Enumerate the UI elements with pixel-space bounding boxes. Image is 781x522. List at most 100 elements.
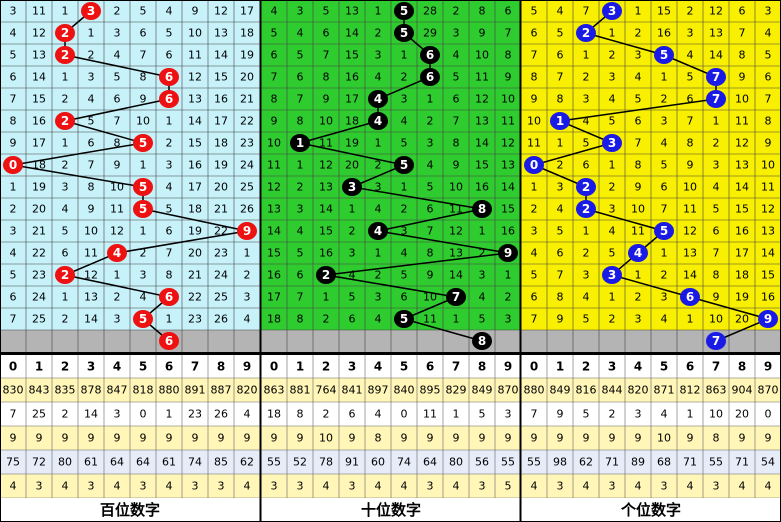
stat-value: 2: [62, 408, 69, 421]
ball-digit: 6: [165, 92, 173, 106]
omission-count: 1: [10, 181, 17, 194]
omission-count: 3: [635, 49, 642, 62]
omission-count: 5: [114, 71, 121, 84]
stat-value: 4: [583, 480, 590, 493]
omission-count: 8: [505, 49, 512, 62]
omission-count: 13: [84, 291, 98, 304]
ball-digit: 0: [9, 158, 17, 172]
stat-value: 895: [420, 384, 441, 397]
stat-value: 9: [297, 432, 304, 445]
omission-count: 2: [401, 71, 408, 84]
ball: [133, 178, 153, 196]
omission-count: 6: [687, 93, 694, 106]
stat-value: 4: [244, 480, 251, 493]
omission-count: 22: [188, 291, 202, 304]
stat-value: 4: [765, 480, 772, 493]
omission-count: 1: [609, 159, 616, 172]
stat-value: 9: [453, 432, 460, 445]
omission-count: 5: [10, 49, 17, 62]
stat-value: 3: [713, 480, 720, 493]
ball: [107, 244, 127, 262]
ball-digit: 4: [374, 114, 382, 128]
omission-count: 8: [114, 137, 121, 150]
digit-header: 5: [400, 360, 408, 374]
stat-value: 820: [628, 384, 649, 397]
omission-count: 12: [188, 71, 202, 84]
omission-count: 8: [687, 137, 694, 150]
omission-count: 7: [661, 203, 668, 216]
stat-value: 80: [449, 456, 463, 469]
omission-count: 24: [32, 291, 46, 304]
omission-count: 5: [531, 269, 538, 282]
omission-count: 21: [32, 225, 46, 238]
omission-count: 14: [709, 49, 723, 62]
stat-value: 849: [550, 384, 571, 397]
ball-digit: 3: [608, 4, 616, 18]
omission-count: 9: [635, 181, 642, 194]
stat-value: 62: [579, 456, 593, 469]
digit-header: 9: [504, 360, 512, 374]
stat-value: 3: [36, 480, 43, 493]
omission-count: 16: [32, 115, 46, 128]
omission-count: 10: [527, 115, 541, 128]
digit-header: 6: [165, 360, 173, 374]
omission-count: 14: [267, 225, 281, 238]
omission-count: 3: [375, 181, 382, 194]
stat-value: 74: [188, 456, 202, 469]
omission-count: 6: [739, 5, 746, 18]
omission-count: 5: [557, 27, 564, 40]
stat-value: 0: [140, 408, 147, 421]
omission-count: 12: [735, 137, 749, 150]
stat-value: 9: [427, 432, 434, 445]
omission-count: 8: [88, 181, 95, 194]
omission-count: 16: [761, 291, 775, 304]
omission-count: 23: [188, 313, 202, 326]
omission-count: 12: [475, 93, 489, 106]
omission-count: 16: [214, 93, 228, 106]
omission-count: 4: [349, 269, 356, 282]
omission-count: 20: [345, 159, 359, 172]
omission-count: 8: [166, 269, 173, 282]
omission-count: 1: [583, 49, 590, 62]
omission-count: 15: [32, 93, 46, 106]
omission-count: 1: [323, 291, 330, 304]
omission-count: 5: [427, 181, 434, 194]
omission-count: 6: [635, 115, 642, 128]
omission-count: 23: [32, 269, 46, 282]
stat-value: 9: [583, 432, 590, 445]
ball: [394, 2, 414, 20]
omission-count: 4: [661, 137, 668, 150]
omission-count: 18: [345, 115, 359, 128]
ball-digit: 6: [686, 290, 694, 304]
stat-value: 20: [735, 408, 749, 421]
stat-value: 4: [687, 480, 694, 493]
omission-count: 17: [735, 247, 749, 260]
stat-value: 9: [557, 408, 564, 421]
omission-count: 2: [140, 247, 147, 260]
ball-digit: 3: [608, 268, 616, 282]
stat-value: 9: [687, 432, 694, 445]
omission-count: 1: [661, 247, 668, 260]
omission-count: 4: [609, 225, 616, 238]
ball: [237, 222, 257, 240]
omission-count: 14: [475, 137, 489, 150]
stat-value: 71: [605, 456, 619, 469]
omission-count: 12: [32, 27, 46, 40]
omission-count: 16: [188, 159, 202, 172]
omission-count: 5: [479, 313, 486, 326]
ball-digit: 6: [165, 334, 173, 348]
omission-count: 7: [323, 49, 330, 62]
digit-header: 4: [634, 360, 642, 374]
omission-count: 1: [114, 269, 121, 282]
omission-count: 7: [505, 27, 512, 40]
omission-count: 18: [240, 27, 254, 40]
omission-count: 6: [765, 71, 772, 84]
omission-count: 1: [401, 49, 408, 62]
omission-count: 9: [687, 159, 694, 172]
omission-count: 15: [214, 71, 228, 84]
stat-value: 9: [531, 432, 538, 445]
digit-header: 7: [712, 360, 720, 374]
digit-header: 1: [296, 360, 304, 374]
omission-count: 1: [140, 159, 147, 172]
omission-count: 8: [557, 291, 564, 304]
